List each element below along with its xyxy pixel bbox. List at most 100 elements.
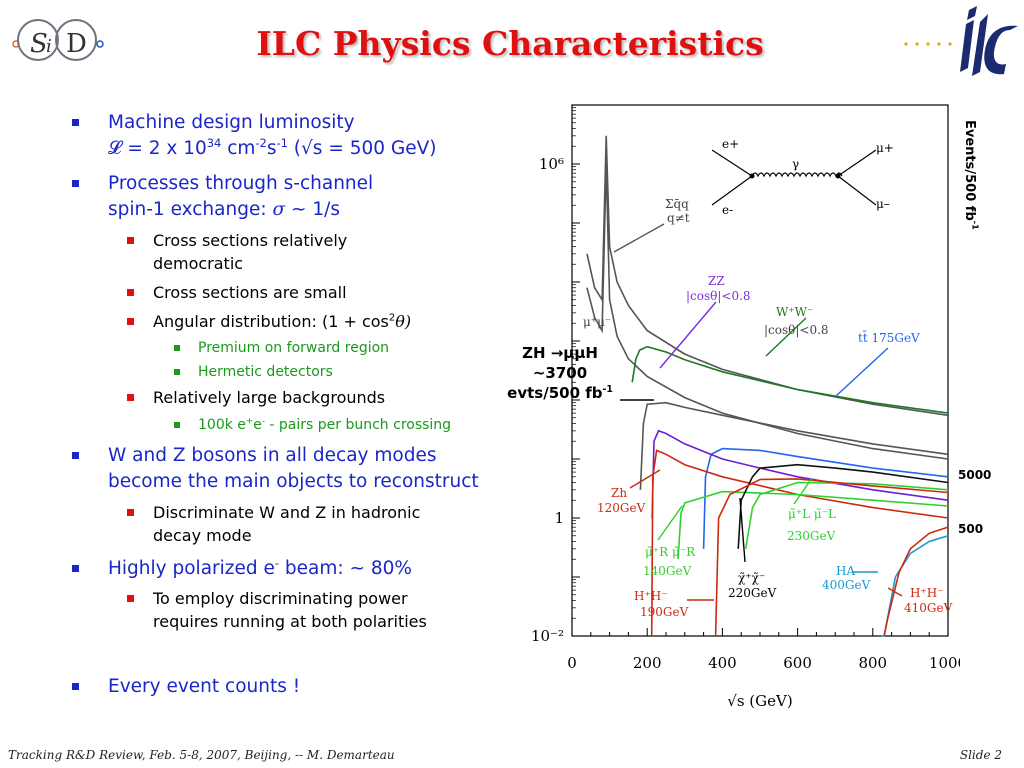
lum-tail: (√s = 500 GeV) <box>287 138 437 159</box>
subsub-bullet-pairs: 100k e+e- - pairs per bunch crossing <box>174 415 452 435</box>
bullet-every-event: Every event counts ! <box>72 674 301 700</box>
angular-exp: 2 <box>388 312 396 324</box>
pairs-text: 100k e <box>198 417 246 433</box>
series-line-5 <box>651 429 949 519</box>
zh-annotation-line3-text: evts/500 fb <box>507 384 603 402</box>
series-line-3 <box>631 345 949 414</box>
cross-section-chart: 0 200 400 600 800 1000 10⁶ 1 10⁻² √s (GeV) e+ e- … <box>531 104 960 710</box>
polarized-text: Highly polarized e <box>108 558 275 579</box>
label-mumu: μ⁺μ⁻ <box>583 315 611 329</box>
chart-frame: 0 200 400 600 800 1000 10⁶ 1 10⁻² √s (GeV) <box>531 104 960 710</box>
x-tick-label: 0 <box>567 654 577 672</box>
label-zh-mass: 120GeV <box>597 501 646 515</box>
x-tick-label: 1000 <box>929 654 960 672</box>
label-smuon-l-mass: 230GeV <box>787 529 836 543</box>
subsub-bullet-text: Hermetic detectors <box>198 364 333 380</box>
y-axis-label-text: Events/500 fb <box>962 120 977 221</box>
label-ha-mass: 400GeV <box>822 578 871 592</box>
subsub-bullet-forward: Premium on forward region <box>174 338 390 358</box>
sub-bullet-text: Discriminate W and Z in hadronic <box>153 503 421 522</box>
theta-symbol: θ) <box>395 312 412 331</box>
angular-text: Angular distribution: (1 + cos <box>153 312 389 331</box>
bullet-square-icon <box>72 452 79 459</box>
luminosity-value: 𝓛 = 2 x 1034 cm-2s-1 (√s = 500 GeV) <box>108 136 437 162</box>
sub-bullet-text: Angular distribution: (1 + cos2θ) <box>153 310 411 333</box>
sub-bullet-text: To employ discriminating power <box>153 589 408 608</box>
bullet-square-icon <box>72 180 79 187</box>
polarized-sup: - <box>274 555 280 570</box>
pairs-sup1: + <box>245 416 254 427</box>
ref-5000: 5000 <box>958 468 992 482</box>
feynman-label-gamma: γ <box>792 157 799 171</box>
label-tt: tt̄ 175GeV <box>858 329 920 345</box>
zh-annotation: ZH →μμH ~3700 evts/500 fb-1 <box>498 343 622 403</box>
bullet-square-icon <box>72 119 79 126</box>
label-hpm-410-mass: 410GeV <box>904 601 953 615</box>
bullet-square-icon <box>127 509 134 516</box>
sub-bullet-polarities: To employ discriminating power requires … <box>127 587 427 633</box>
label-chargino-mass: 220GeV <box>728 586 777 600</box>
series-layer <box>586 135 949 637</box>
label-ha: HA <box>836 564 855 578</box>
zh-annotation-line2: ~3700 <box>532 364 588 382</box>
sub-bullet-backgrounds: Relatively large backgrounds <box>127 386 386 409</box>
feynman-label-eplus: e+ <box>722 137 739 151</box>
feynman-label-muminus: μ– <box>876 197 890 211</box>
pairs-mid: e <box>253 417 262 433</box>
bullet-text: Highly polarized e- beam: ~ 80% <box>108 556 412 582</box>
label-smuon-r-mass: 140GeV <box>643 564 692 578</box>
bullet-text-2: spin-1 exchange: σ ~ 1/s <box>108 197 373 223</box>
lum-value-text: 𝓛 = 2 x 10 <box>108 138 207 159</box>
series-line-9 <box>737 463 949 549</box>
callout-arrows <box>613 223 903 601</box>
lum-exp: 34 <box>206 135 222 150</box>
bullet-square-icon <box>174 345 180 351</box>
bullet-s-channel: Processes through s-channel spin-1 excha… <box>72 171 374 223</box>
bullet-square-icon <box>72 683 79 690</box>
label-qq: Σq̄q <box>665 197 689 211</box>
zh-annotation-line1: ZH →μμH <box>522 344 598 362</box>
bullet-square-icon <box>127 394 134 401</box>
footer-text: Tracking R&D Review, Feb. 5-8, 2007, Bei… <box>8 748 395 762</box>
ilc-logo <box>904 6 1018 76</box>
bullet-square-icon <box>127 289 134 296</box>
zh-annotation-line3: evts/500 fb-1 <box>498 383 622 403</box>
x-tick-label: 600 <box>783 654 812 672</box>
pairs-tail: - pairs per bunch crossing <box>264 417 452 433</box>
sub-bullet-text: Relatively large backgrounds <box>153 388 386 407</box>
feynman-label-eminus: e- <box>722 203 733 217</box>
lum-unit-s: s <box>266 138 277 159</box>
spin-text: spin-1 exchange: <box>108 199 273 220</box>
x-tick-label: 800 <box>858 654 887 672</box>
series-line-8 <box>744 481 949 549</box>
bullet-text: Every event counts ! <box>108 676 301 697</box>
label-chargino: χ̃⁺χ̃⁻ <box>738 571 765 585</box>
y-tick-label: 1 <box>554 509 564 527</box>
x-tick-label: 200 <box>633 654 662 672</box>
sub-bullet-text: Cross sections are small <box>153 283 347 302</box>
label-smuon-r: μ̃⁺R μ̃⁻R <box>645 545 696 559</box>
sigma-symbol: σ <box>272 199 286 220</box>
series-line-7 <box>677 490 949 560</box>
subsub-bullet-text: Premium on forward region <box>198 340 390 356</box>
label-hpm-190-mass: 190GeV <box>640 605 689 619</box>
x-tick-label: 400 <box>708 654 737 672</box>
label-hpm-190: H⁺H⁻ <box>634 589 668 603</box>
y-tick-label: 10⁻² <box>531 627 564 645</box>
label-hpm-410: H⁺H⁻ <box>910 586 944 600</box>
series-line-2 <box>639 401 949 490</box>
bullet-wz-bosons: W and Z bosons in all decay modes become… <box>72 443 479 495</box>
bullet-square-icon <box>174 422 180 428</box>
bullet-text: Machine design luminosity <box>108 112 355 133</box>
sid-logo: S i D <box>12 19 104 61</box>
series-line-4 <box>702 447 949 549</box>
svg-text:S: S <box>30 29 48 59</box>
bullet-text: Processes through s-channel <box>108 173 374 194</box>
label-zz-cut: |cosθ|<0.8 <box>686 289 751 303</box>
page-title: ILC Physics Characteristics <box>256 24 764 63</box>
y-tick-label: 10⁶ <box>539 155 564 173</box>
x-axis-label: √s (GeV) <box>727 692 792 710</box>
polarized-tail: beam: ~ 80% <box>279 558 412 579</box>
sub-bullet-small: Cross sections are small <box>127 281 347 304</box>
lum-unit: cm <box>221 138 256 159</box>
